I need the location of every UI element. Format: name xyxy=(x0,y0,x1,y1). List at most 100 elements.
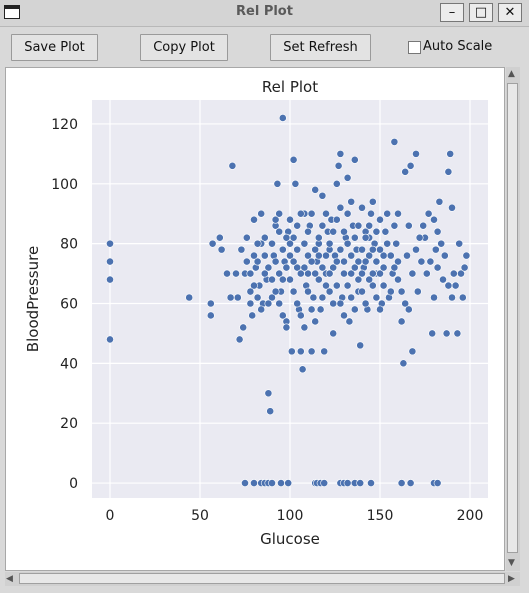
data-point xyxy=(415,233,424,242)
scroll-right-icon[interactable]: ▶ xyxy=(508,574,515,584)
data-point xyxy=(239,323,248,332)
data-point xyxy=(365,251,374,260)
maximize-button[interactable]: □ xyxy=(469,3,493,22)
scroll-left-icon[interactable]: ◀ xyxy=(6,574,13,584)
y-tick-label: 40 xyxy=(60,356,78,372)
data-point xyxy=(275,269,284,278)
data-point xyxy=(309,293,318,302)
data-point xyxy=(336,149,345,158)
data-point xyxy=(241,479,249,487)
data-point xyxy=(325,239,334,248)
data-point xyxy=(289,257,298,266)
data-point xyxy=(350,155,359,164)
data-point xyxy=(376,245,384,254)
data-point xyxy=(322,251,330,260)
data-point xyxy=(343,239,352,248)
x-tick-labels: 0 50 100 150 200 xyxy=(106,508,484,524)
data-point xyxy=(386,251,395,260)
save-plot-button[interactable]: Save Plot xyxy=(11,34,98,61)
data-point xyxy=(307,209,316,218)
data-point xyxy=(253,239,262,248)
data-point xyxy=(379,263,388,272)
data-point xyxy=(250,479,258,487)
horizontal-scroll-thumb[interactable] xyxy=(19,573,505,584)
data-point xyxy=(325,269,334,278)
data-point xyxy=(233,293,242,302)
window-title: Rel Plot xyxy=(236,4,293,19)
data-point xyxy=(293,299,302,308)
data-point xyxy=(451,281,460,290)
vertical-scroll-thumb[interactable] xyxy=(507,83,518,553)
data-point xyxy=(358,203,366,212)
data-point xyxy=(430,215,438,224)
maximize-icon: □ xyxy=(474,5,488,20)
data-point xyxy=(367,209,375,218)
data-point xyxy=(347,197,356,206)
data-point xyxy=(332,179,341,188)
data-point xyxy=(356,341,365,350)
data-point xyxy=(311,245,320,254)
minimize-button[interactable]: – xyxy=(440,3,464,22)
scroll-down-icon[interactable]: ▼ xyxy=(508,558,515,568)
data-point xyxy=(266,407,275,416)
data-point xyxy=(298,365,307,374)
data-point xyxy=(413,287,422,296)
data-point xyxy=(250,251,258,260)
data-point xyxy=(271,287,280,296)
data-point xyxy=(406,161,415,170)
chart-title: Rel Plot xyxy=(262,78,318,96)
data-point xyxy=(242,233,251,242)
window-menu-icon[interactable] xyxy=(4,5,20,19)
data-point xyxy=(268,479,276,487)
data-point xyxy=(318,293,327,302)
data-point xyxy=(271,215,280,224)
data-point xyxy=(253,257,262,266)
data-point xyxy=(242,257,251,266)
data-point xyxy=(336,299,345,308)
data-point xyxy=(307,257,316,266)
data-point xyxy=(273,179,282,188)
copy-plot-button[interactable]: Copy Plot xyxy=(140,34,228,61)
data-point xyxy=(412,245,420,254)
data-point xyxy=(440,251,449,260)
set-refresh-button[interactable]: Set Refresh xyxy=(270,34,371,61)
data-point xyxy=(449,269,458,278)
data-point xyxy=(433,263,442,272)
y-tick-label: 100 xyxy=(51,177,78,193)
data-point xyxy=(275,299,284,308)
scroll-up-icon[interactable]: ▲ xyxy=(508,69,515,79)
data-point xyxy=(286,251,294,260)
data-point xyxy=(372,257,381,266)
auto-scale-checkbox[interactable] xyxy=(408,41,421,54)
vertical-scrollbar[interactable]: ▲ ▼ xyxy=(506,67,520,571)
data-points xyxy=(106,114,471,487)
plot-canvas: 0 50 100 150 200 0 20 40 60 80 100 120 Rel Plot Gl… xyxy=(5,67,505,571)
data-point xyxy=(322,209,330,218)
data-point xyxy=(264,299,273,308)
data-point xyxy=(307,347,316,356)
auto-scale-label[interactable]: Auto Scale xyxy=(423,39,493,54)
data-point xyxy=(318,191,327,200)
data-point xyxy=(408,269,417,278)
data-point xyxy=(278,311,287,320)
data-point xyxy=(314,251,323,260)
x-tick-label: 50 xyxy=(191,508,209,524)
data-point xyxy=(462,251,471,260)
data-point xyxy=(433,227,442,236)
data-point xyxy=(350,263,359,272)
data-point xyxy=(311,317,320,326)
data-point xyxy=(390,137,399,146)
data-point xyxy=(217,245,226,254)
data-point xyxy=(282,233,291,242)
data-point xyxy=(361,233,370,242)
data-point xyxy=(404,305,413,314)
horizontal-scrollbar[interactable]: ◀ ▶ xyxy=(5,572,520,586)
data-point xyxy=(257,305,266,314)
data-point xyxy=(399,359,408,368)
data-point xyxy=(260,269,269,278)
data-point xyxy=(358,245,366,254)
close-button[interactable]: ✕ xyxy=(498,3,522,22)
data-point xyxy=(332,281,341,290)
y-tick-label: 80 xyxy=(60,237,78,253)
data-point xyxy=(260,251,269,260)
